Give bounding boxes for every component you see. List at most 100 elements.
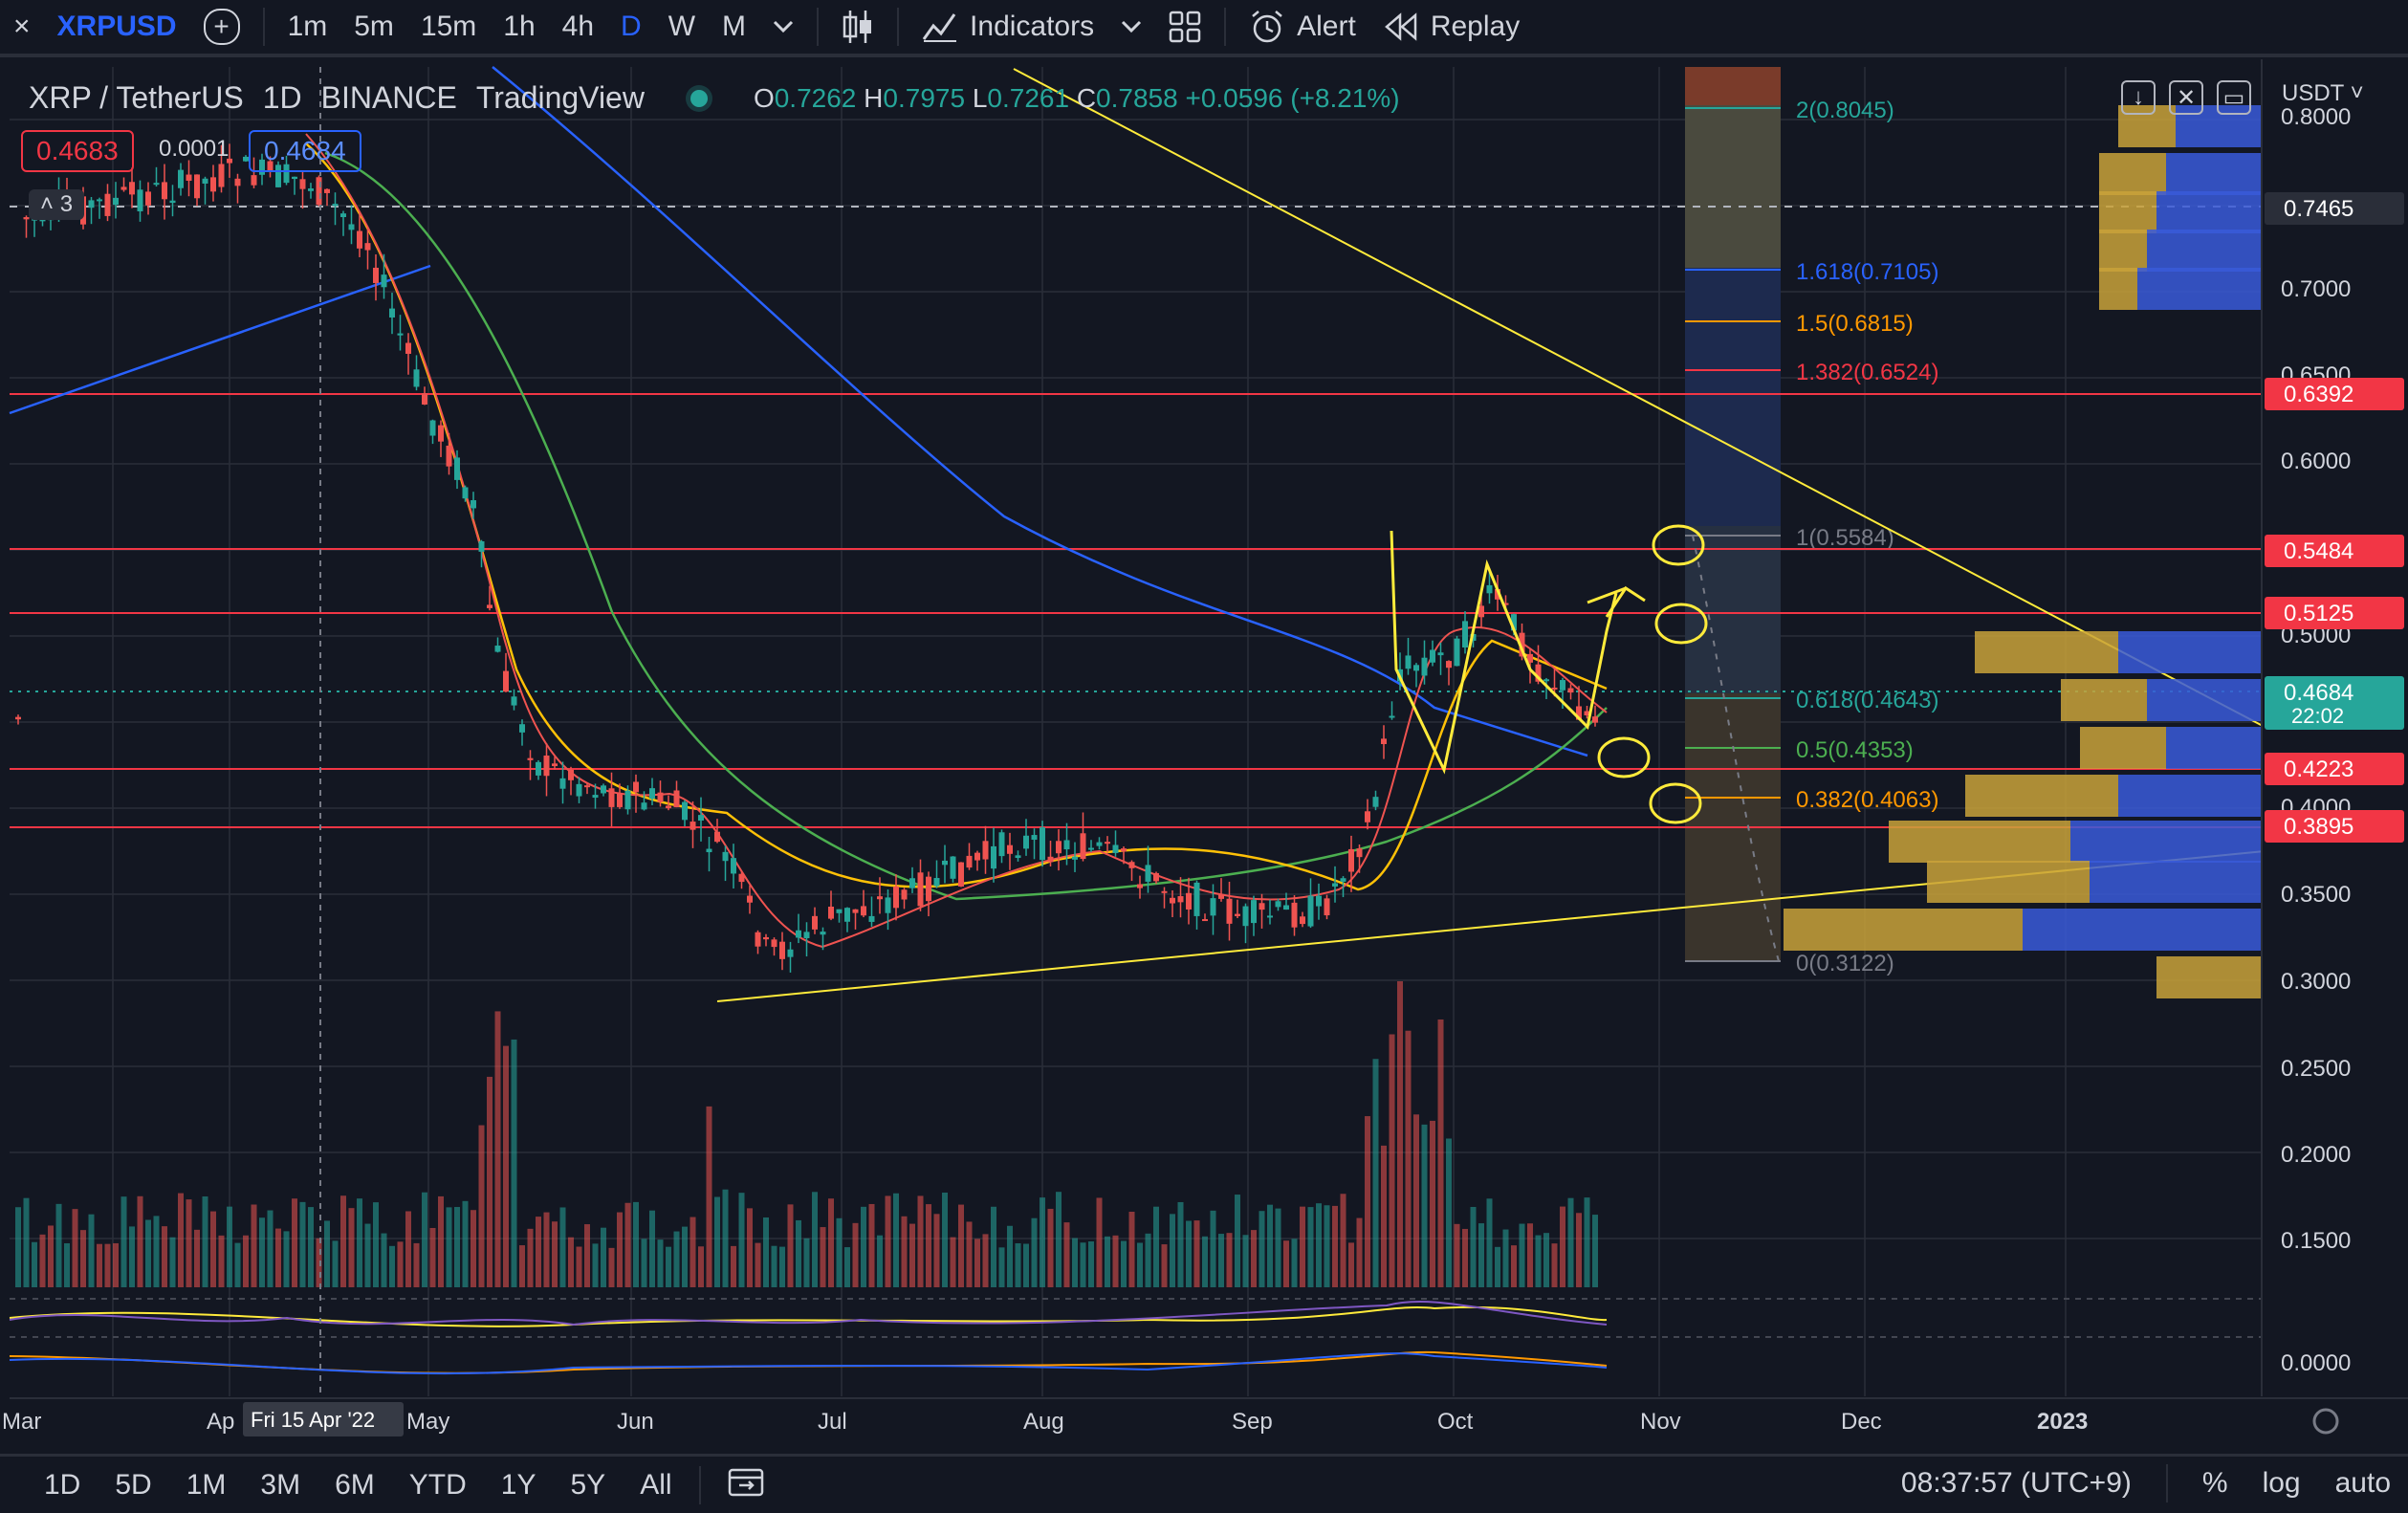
sell-button[interactable]: 0.4683 xyxy=(21,130,134,172)
fullscreen-icon[interactable]: ▭ xyxy=(2217,80,2251,115)
add-symbol-button[interactable]: + xyxy=(190,0,253,55)
auto-scale-toggle[interactable]: auto xyxy=(2334,1467,2391,1499)
candle-body xyxy=(1421,657,1428,676)
range-5d[interactable]: 5D xyxy=(115,1468,152,1501)
indicators-chevron-icon[interactable] xyxy=(1107,0,1155,55)
volume-profile-up xyxy=(2080,727,2166,769)
fib-zone xyxy=(1685,105,1781,268)
candle-body xyxy=(1218,894,1224,899)
annotation-arrow xyxy=(1587,585,1646,618)
range-6m[interactable]: 6M xyxy=(335,1468,375,1501)
price-marker-label: 0.4223 xyxy=(2284,756,2353,782)
volume-bar xyxy=(527,1228,534,1287)
replay-button[interactable]: Replay xyxy=(1369,0,1533,55)
candle-body xyxy=(844,908,850,922)
volume-bar xyxy=(738,1193,745,1287)
price-chart[interactable]: 2(0.8045) 1.618(0.7105) 1.5(0.6815) 1.382(0… xyxy=(0,0,2408,1454)
volume-bar xyxy=(552,1221,558,1287)
candle-body xyxy=(259,159,265,175)
templates-grid-icon[interactable] xyxy=(1155,0,1215,55)
top-toolbar: × XRPUSD + 1m 5m 15m 1h 4h D W M Indicat… xyxy=(0,0,2408,57)
volume-bar xyxy=(1348,1242,1354,1287)
candle-body xyxy=(169,200,176,204)
candle-body xyxy=(1535,664,1542,682)
interval-1h[interactable]: 1h xyxy=(503,11,536,42)
candle-body xyxy=(397,333,404,336)
range-1d[interactable]: 1D xyxy=(44,1468,81,1501)
volume-bar xyxy=(23,1197,30,1287)
collapse-indicators-button[interactable]: ˄ 3 xyxy=(29,189,85,220)
candle-body xyxy=(23,217,30,220)
clock-time[interactable]: 08:37:57 (UTC+9) xyxy=(1900,1467,2132,1499)
candle-body xyxy=(909,878,915,888)
volume-bar xyxy=(1372,1059,1379,1287)
candle-body xyxy=(373,267,379,283)
divider xyxy=(1224,8,1227,46)
interval-dropdown-chevron-icon[interactable] xyxy=(759,0,807,55)
fib-level-label: 0.382(0.4063) xyxy=(1796,787,1938,813)
percent-scale-toggle[interactable]: % xyxy=(2201,1467,2228,1499)
range-1m[interactable]: 1M xyxy=(186,1468,227,1501)
volume-bar xyxy=(120,1196,127,1287)
indicators-button[interactable]: Indicators xyxy=(908,0,1107,55)
interval-4h[interactable]: 4h xyxy=(561,11,595,42)
volume-bar xyxy=(413,1242,420,1287)
date-range-calendar-icon[interactable] xyxy=(711,1466,781,1504)
chevron-down-icon: ˅ xyxy=(2343,80,2364,106)
candle-body xyxy=(429,420,436,436)
candle-body xyxy=(1462,621,1468,647)
time-axis-label: Jun xyxy=(617,1409,654,1435)
volume-bar xyxy=(55,1203,62,1287)
range-5y[interactable]: 5Y xyxy=(570,1468,606,1501)
price-marker-label: 0.6392 xyxy=(2284,382,2353,407)
currency-select[interactable]: USDT ˅ xyxy=(2282,80,2364,106)
volume-bar xyxy=(251,1204,257,1287)
volume-bar xyxy=(690,1217,696,1287)
candle-body xyxy=(666,805,671,809)
volume-bar xyxy=(162,1226,167,1287)
candle-body xyxy=(503,670,509,692)
legend-pair[interactable]: XRP / TetherUS xyxy=(29,80,244,115)
buy-button[interactable]: 0.4684 xyxy=(249,130,361,172)
price-marker xyxy=(2265,378,2404,410)
candle-body xyxy=(527,757,534,760)
volume-bar xyxy=(1259,1211,1265,1287)
interval-m[interactable]: M xyxy=(722,11,747,42)
range-all[interactable]: All xyxy=(640,1468,672,1501)
volume-bar xyxy=(357,1198,362,1287)
volume-bar xyxy=(340,1195,346,1287)
interval-5m[interactable]: 5m xyxy=(354,11,394,42)
symbol-search[interactable]: XRPUSD xyxy=(56,11,177,42)
interval-d[interactable]: D xyxy=(621,11,642,42)
volume-bar xyxy=(844,1247,850,1287)
candle-body xyxy=(1040,827,1045,861)
volume-profile-up xyxy=(1965,775,2118,817)
interval-1m[interactable]: 1m xyxy=(287,11,328,42)
alert-label: Alert xyxy=(1297,11,1356,42)
candle-body xyxy=(511,696,517,706)
range-1y[interactable]: 1Y xyxy=(500,1468,536,1501)
alert-button[interactable]: Alert xyxy=(1236,0,1369,55)
candle-body xyxy=(1340,878,1346,882)
candle-body xyxy=(283,164,290,184)
volume-bar xyxy=(1592,1215,1598,1287)
range-3m[interactable]: 3M xyxy=(260,1468,301,1501)
volume-profile-down xyxy=(2166,153,2262,195)
volume-bar xyxy=(487,1076,493,1287)
volume-bar xyxy=(381,1233,387,1287)
interval-w[interactable]: W xyxy=(668,11,696,42)
candle-body xyxy=(1259,903,1265,910)
candle-body xyxy=(113,197,119,206)
candle-body xyxy=(446,445,452,467)
legend-source: TradingView xyxy=(475,80,645,115)
volume-bar xyxy=(15,1207,21,1287)
close-icon[interactable]: × xyxy=(13,11,31,42)
range-ytd[interactable]: YTD xyxy=(408,1468,467,1501)
volume-bar xyxy=(601,1227,606,1287)
candle-style-icon[interactable] xyxy=(828,0,887,55)
log-scale-toggle[interactable]: log xyxy=(2262,1467,2301,1499)
volume-bar xyxy=(1031,1217,1038,1287)
interval-15m[interactable]: 15m xyxy=(420,11,477,42)
scroll-down-icon[interactable]: ↓ xyxy=(2121,80,2156,115)
maximize-icon[interactable]: ✕ xyxy=(2169,80,2203,115)
